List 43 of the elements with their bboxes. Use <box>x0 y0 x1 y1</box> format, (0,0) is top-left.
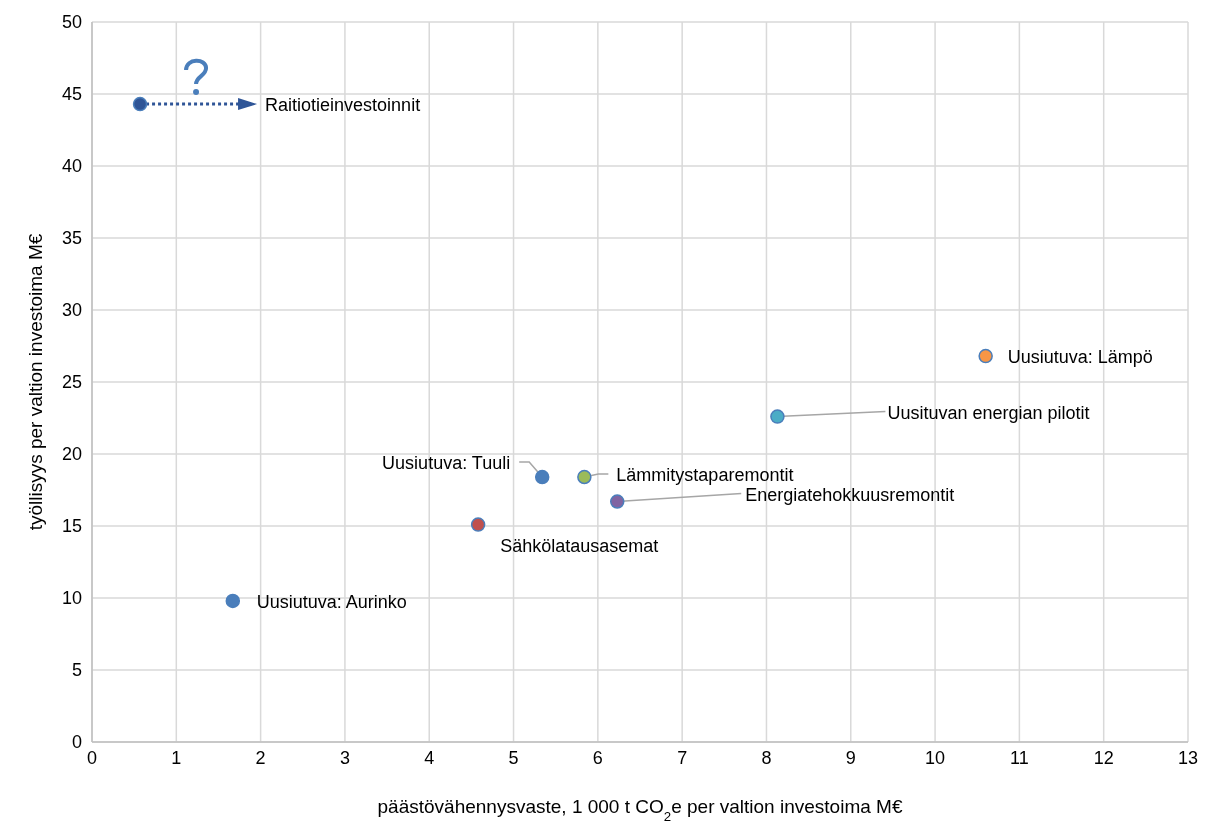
series-label: Sähkölatausasemat <box>500 535 659 556</box>
x-tick-label: 6 <box>592 748 603 768</box>
x-axis-title: päästövähennysvaste, 1 000 t CO$_{2}$e per valtion investoima M€ <box>377 796 903 823</box>
y-tick-label: 30 <box>61 300 82 320</box>
point <box>577 469 592 485</box>
x-tick-label: 9 <box>845 748 856 768</box>
x-tick-label: 10 <box>925 748 946 768</box>
point <box>609 494 625 509</box>
x-tick-label: 13 <box>1177 748 1199 768</box>
y-tick-label: 5 <box>71 660 82 680</box>
x-tick-label: 5 <box>508 748 519 768</box>
series-label: Lämmitystaparemontit <box>616 465 794 486</box>
series-label: Uusiutuva: Tuuli <box>382 453 511 474</box>
y-tick-label: 15 <box>61 516 82 536</box>
x-tick-label: 12 <box>1093 748 1114 768</box>
text: Uusituvan energian pilotit <box>887 402 1090 423</box>
x-tick-label: 8 <box>761 748 772 768</box>
point <box>225 593 241 609</box>
point <box>534 469 550 485</box>
text: Energiatehokkuusremontit <box>745 484 955 505</box>
x-tick-label: 2 <box>255 748 266 768</box>
y-tick-label: 40 <box>61 156 82 176</box>
point <box>978 348 993 364</box>
y-tick-label: 10 <box>61 588 82 608</box>
point <box>470 517 486 532</box>
x-tick-label: 3 <box>339 748 350 768</box>
y-tick-label: 35 <box>61 228 82 248</box>
y-tick-label: 20 <box>61 444 82 464</box>
legend-label: Raitiotieinvestoinnit <box>265 95 421 116</box>
y-tick-label: 0 <box>71 732 82 752</box>
point <box>132 96 148 112</box>
x-tick-label: 7 <box>677 748 688 768</box>
x-tick-label: 0 <box>86 748 98 768</box>
x-tick-label: 11 <box>1010 748 1029 768</box>
y-tick-label: 25 <box>61 372 82 392</box>
series-label: Uusiutuva: Lämpö <box>1007 347 1153 368</box>
y-tick-label: 50 <box>61 12 82 32</box>
x-tick-label: 1 <box>171 748 182 768</box>
y-tick-label: 45 <box>61 84 82 104</box>
y-axis-title: työllisyys per valtion investoima M€ <box>25 233 46 531</box>
point <box>770 409 785 424</box>
series-label: Uusiutuva: Aurinko <box>256 591 407 612</box>
x-tick-label: 4 <box>424 748 435 768</box>
